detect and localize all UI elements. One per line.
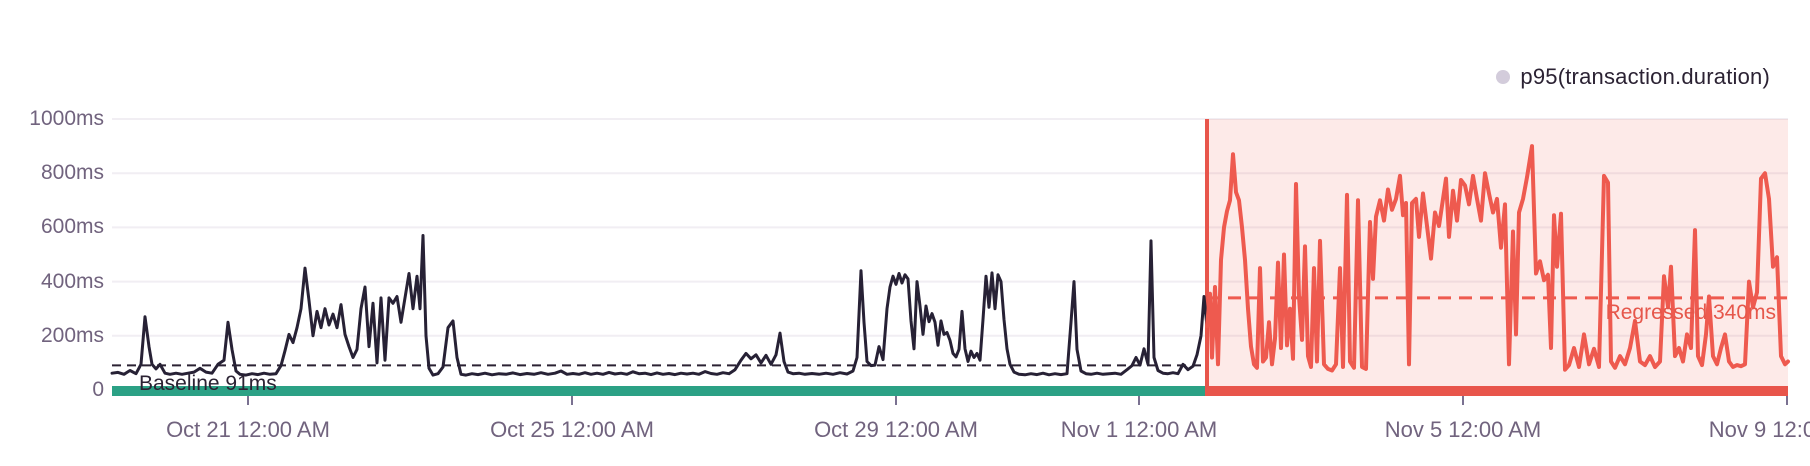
x-axis-label: Oct 29 12:00 AM <box>814 417 978 442</box>
x-axis-label: Nov 9 12:00 AM <box>1708 417 1810 442</box>
y-axis-label: 0 <box>92 378 104 401</box>
baseline-period-bar <box>112 386 1207 396</box>
baseline-annotation-label: Baseline 91ms <box>139 372 277 395</box>
x-axis-label: Nov 5 12:00 AM <box>1384 417 1542 442</box>
legend-item-p95[interactable]: p95(transaction.duration) <box>1496 64 1770 90</box>
y-axis-label: 800ms <box>40 161 104 185</box>
legend-label: p95(transaction.duration) <box>1520 64 1770 89</box>
y-axis-label: 600ms <box>40 215 104 239</box>
x-axis-label: Oct 21 12:00 AM <box>166 417 330 442</box>
breakpoint-line <box>1205 119 1209 396</box>
x-axis-label: Nov 1 12:00 AM <box>1060 417 1218 442</box>
regression-period-bar <box>1207 386 1788 396</box>
baseline-series-line <box>110 234 1209 377</box>
regressed-annotation-label: Regressed 340ms <box>1605 301 1776 324</box>
y-axis-label: 200ms <box>40 323 104 347</box>
regression-series-line <box>1205 144 1790 373</box>
legend-dot-icon <box>1496 70 1511 84</box>
y-axis-label: 1000ms <box>29 107 104 130</box>
x-axis-label: Oct 25 12:00 AM <box>490 417 654 442</box>
y-axis-label: 400ms <box>40 269 104 293</box>
